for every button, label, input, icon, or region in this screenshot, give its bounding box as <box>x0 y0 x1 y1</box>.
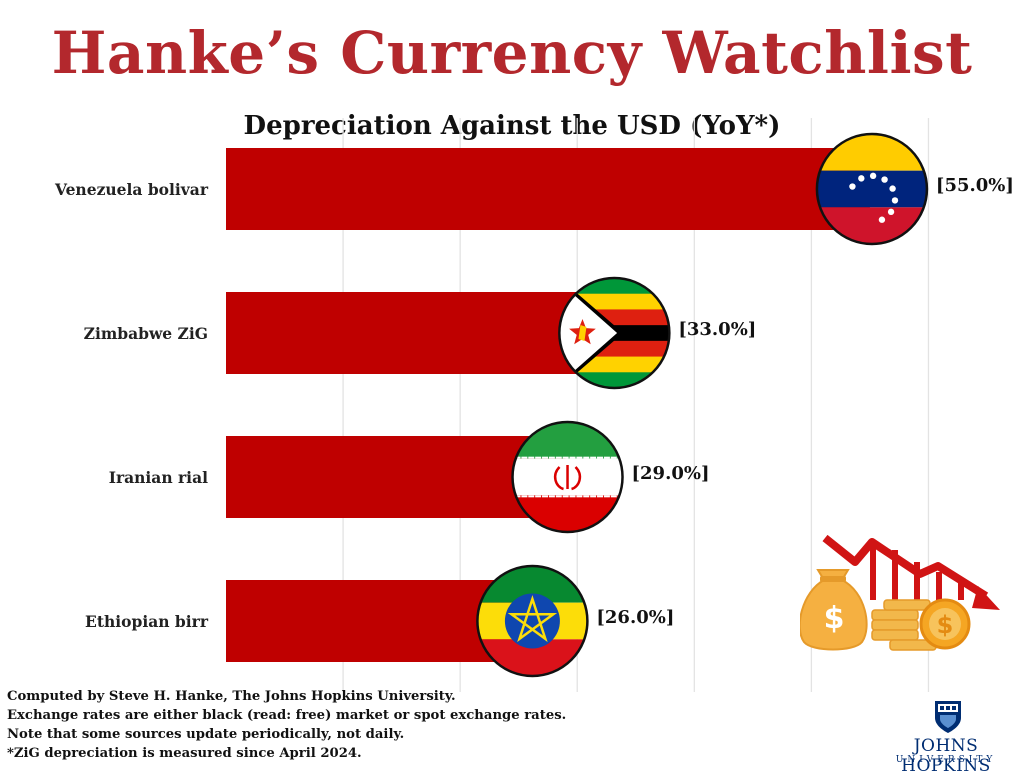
flag-border <box>815 132 929 246</box>
venezuela-flag <box>815 132 929 246</box>
category-label: Iranian rial <box>109 468 208 487</box>
jhu-shield-icon <box>935 701 961 733</box>
ethiopia-flag <box>476 564 589 678</box>
flag-border <box>558 276 671 390</box>
bars <box>226 132 929 678</box>
category-label: Zimbabwe ZiG <box>84 324 208 343</box>
flag-border <box>511 420 624 534</box>
value-label: [55.0%] <box>936 175 1014 196</box>
footnote-line: Computed by Steve H. Hanke, The Johns Ho… <box>7 689 456 704</box>
page-title: Hanke’s Currency Watchlist <box>51 19 973 87</box>
footnote-line: Note that some sources update periodical… <box>7 727 405 742</box>
bar <box>226 292 613 374</box>
value-label: [29.0%] <box>632 463 710 484</box>
footnote-line: *ZiG depreciation is measured since Apri… <box>7 746 362 761</box>
category-label: Venezuela bolivar <box>54 180 209 199</box>
iran-flag <box>511 420 624 534</box>
svg-text:$: $ <box>937 611 954 639</box>
value-label: [33.0%] <box>678 319 756 340</box>
jhu-logo: JOHNS HOPKINS UNIVERSITY <box>872 700 1020 776</box>
chart-subtitle: Depreciation Against the USD (YoY*) <box>243 111 781 141</box>
svg-text:$: $ <box>824 601 845 636</box>
footnotes: Computed by Steve H. Hanke, The Johns Ho… <box>7 687 567 763</box>
bar <box>226 148 870 230</box>
flag-border <box>476 564 589 678</box>
category-label: Ethiopian birr <box>85 612 209 631</box>
footnote-line: Exchange rates are either black (read: f… <box>7 708 567 723</box>
money-decline-icon: $ $ <box>800 534 1000 651</box>
zimbabwe-flag <box>558 276 671 390</box>
value-label: [26.0%] <box>596 607 674 628</box>
bar <box>226 436 566 518</box>
jhu-sub: UNIVERSITY <box>895 755 997 765</box>
labels: Venezuela bolivar [55.0%] Zimbabwe ZiG [33.… <box>54 175 1014 631</box>
